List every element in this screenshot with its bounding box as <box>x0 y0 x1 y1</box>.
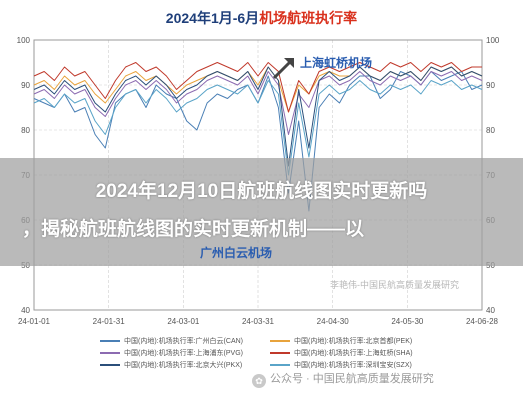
legend-swatch <box>100 364 120 367</box>
legend-label: 中国(内地):机场执行率:上海虹桥(SHA) <box>294 350 413 357</box>
x-tick-label: 24-01-01 <box>18 317 51 326</box>
annotation-shanghai-hongqiao: 上海虹桥机场 <box>300 56 373 70</box>
overlay-line-1: 2024年12月10日航班航线图实时更新吗 <box>95 181 428 202</box>
series-line <box>33 62 482 113</box>
legend-swatch <box>270 364 290 367</box>
y-tick-label-right: 40 <box>486 306 495 315</box>
legend-item: 中国(内地):机场执行率:北京大兴(PKX) <box>100 360 242 370</box>
x-tick-label: 24-03-31 <box>242 317 275 326</box>
wechat-icon: ✿ <box>252 374 266 388</box>
y-tick-label-right: 80 <box>486 126 495 135</box>
x-tick-label: 24-04-30 <box>317 317 350 326</box>
y-tick-label-left: 40 <box>21 306 30 315</box>
legend-item: 中国(内地):机场执行率:北京首都(PEK) <box>270 336 412 346</box>
legend-item: 中国(内地):机场执行率:上海虹桥(SHA) <box>270 348 413 358</box>
legend-item: 中国(内地):机场执行率:广州白云(CAN) <box>100 336 243 346</box>
x-tick-label: 24-06-28 <box>466 317 499 326</box>
legend-item: 中国(内地):机场执行率:深圳宝安(SZX) <box>270 360 412 370</box>
chart-title-highlight: 机场航班执行率 <box>259 10 358 26</box>
overlay-banner: 2024年12月10日航班航线图实时更新吗 ，揭秘航班航线图的实时更新机制——以 <box>0 158 523 266</box>
legend-swatch <box>100 340 120 343</box>
y-tick-label-right: 100 <box>486 36 500 45</box>
x-tick-label: 24-05-30 <box>391 317 424 326</box>
legend-label: 中国(内地):机场执行率:北京大兴(PKX) <box>124 362 243 369</box>
legend-label: 中国(内地):机场执行率:广州白云(CAN) <box>124 338 243 345</box>
series-layer <box>33 62 483 212</box>
series-line <box>33 80 483 176</box>
watermark-account: ✿ 公众号 · 中国民航高质量发展研究 <box>252 370 434 388</box>
y-tick-label-left: 80 <box>21 126 30 135</box>
annotation-guangzhou-baiyun: 广州白云机场 <box>200 246 273 260</box>
overlay-line-2: ，揭秘航班航线图的实时更新机制——以 <box>22 219 365 240</box>
y-tick-label-left: 90 <box>21 81 30 90</box>
chart-title: 2024年1月-6月机场航班执行率 <box>0 8 523 28</box>
legend-swatch <box>270 340 290 343</box>
y-tick-label-left: 100 <box>17 36 31 45</box>
x-tick-label: 24-01-31 <box>93 317 126 326</box>
legend-swatch <box>100 352 120 355</box>
series-line <box>33 71 483 135</box>
legend-label: 中国(内地):机场执行率:深圳宝安(SZX) <box>294 362 412 369</box>
x-tick-label: 24-03-01 <box>167 317 200 326</box>
watermark-account-text: 公众号 · 中国民航高质量发展研究 <box>270 373 434 385</box>
watermark-author: 李艳伟-中国民航高质量发展研究 <box>330 280 459 290</box>
y-tick-label-right: 90 <box>486 81 495 90</box>
series-line <box>33 66 483 167</box>
legend-label: 中国(内地):机场执行率:上海浦东(PVG) <box>124 350 243 357</box>
legend-item: 中国(内地):机场执行率:上海浦东(PVG) <box>100 348 243 358</box>
legend-swatch <box>270 352 290 355</box>
chart-title-prefix: 2024年1月-6月 <box>165 10 260 26</box>
arrow-icon <box>272 58 294 80</box>
legend-label: 中国(内地):机场执行率:北京首都(PEK) <box>294 338 413 345</box>
